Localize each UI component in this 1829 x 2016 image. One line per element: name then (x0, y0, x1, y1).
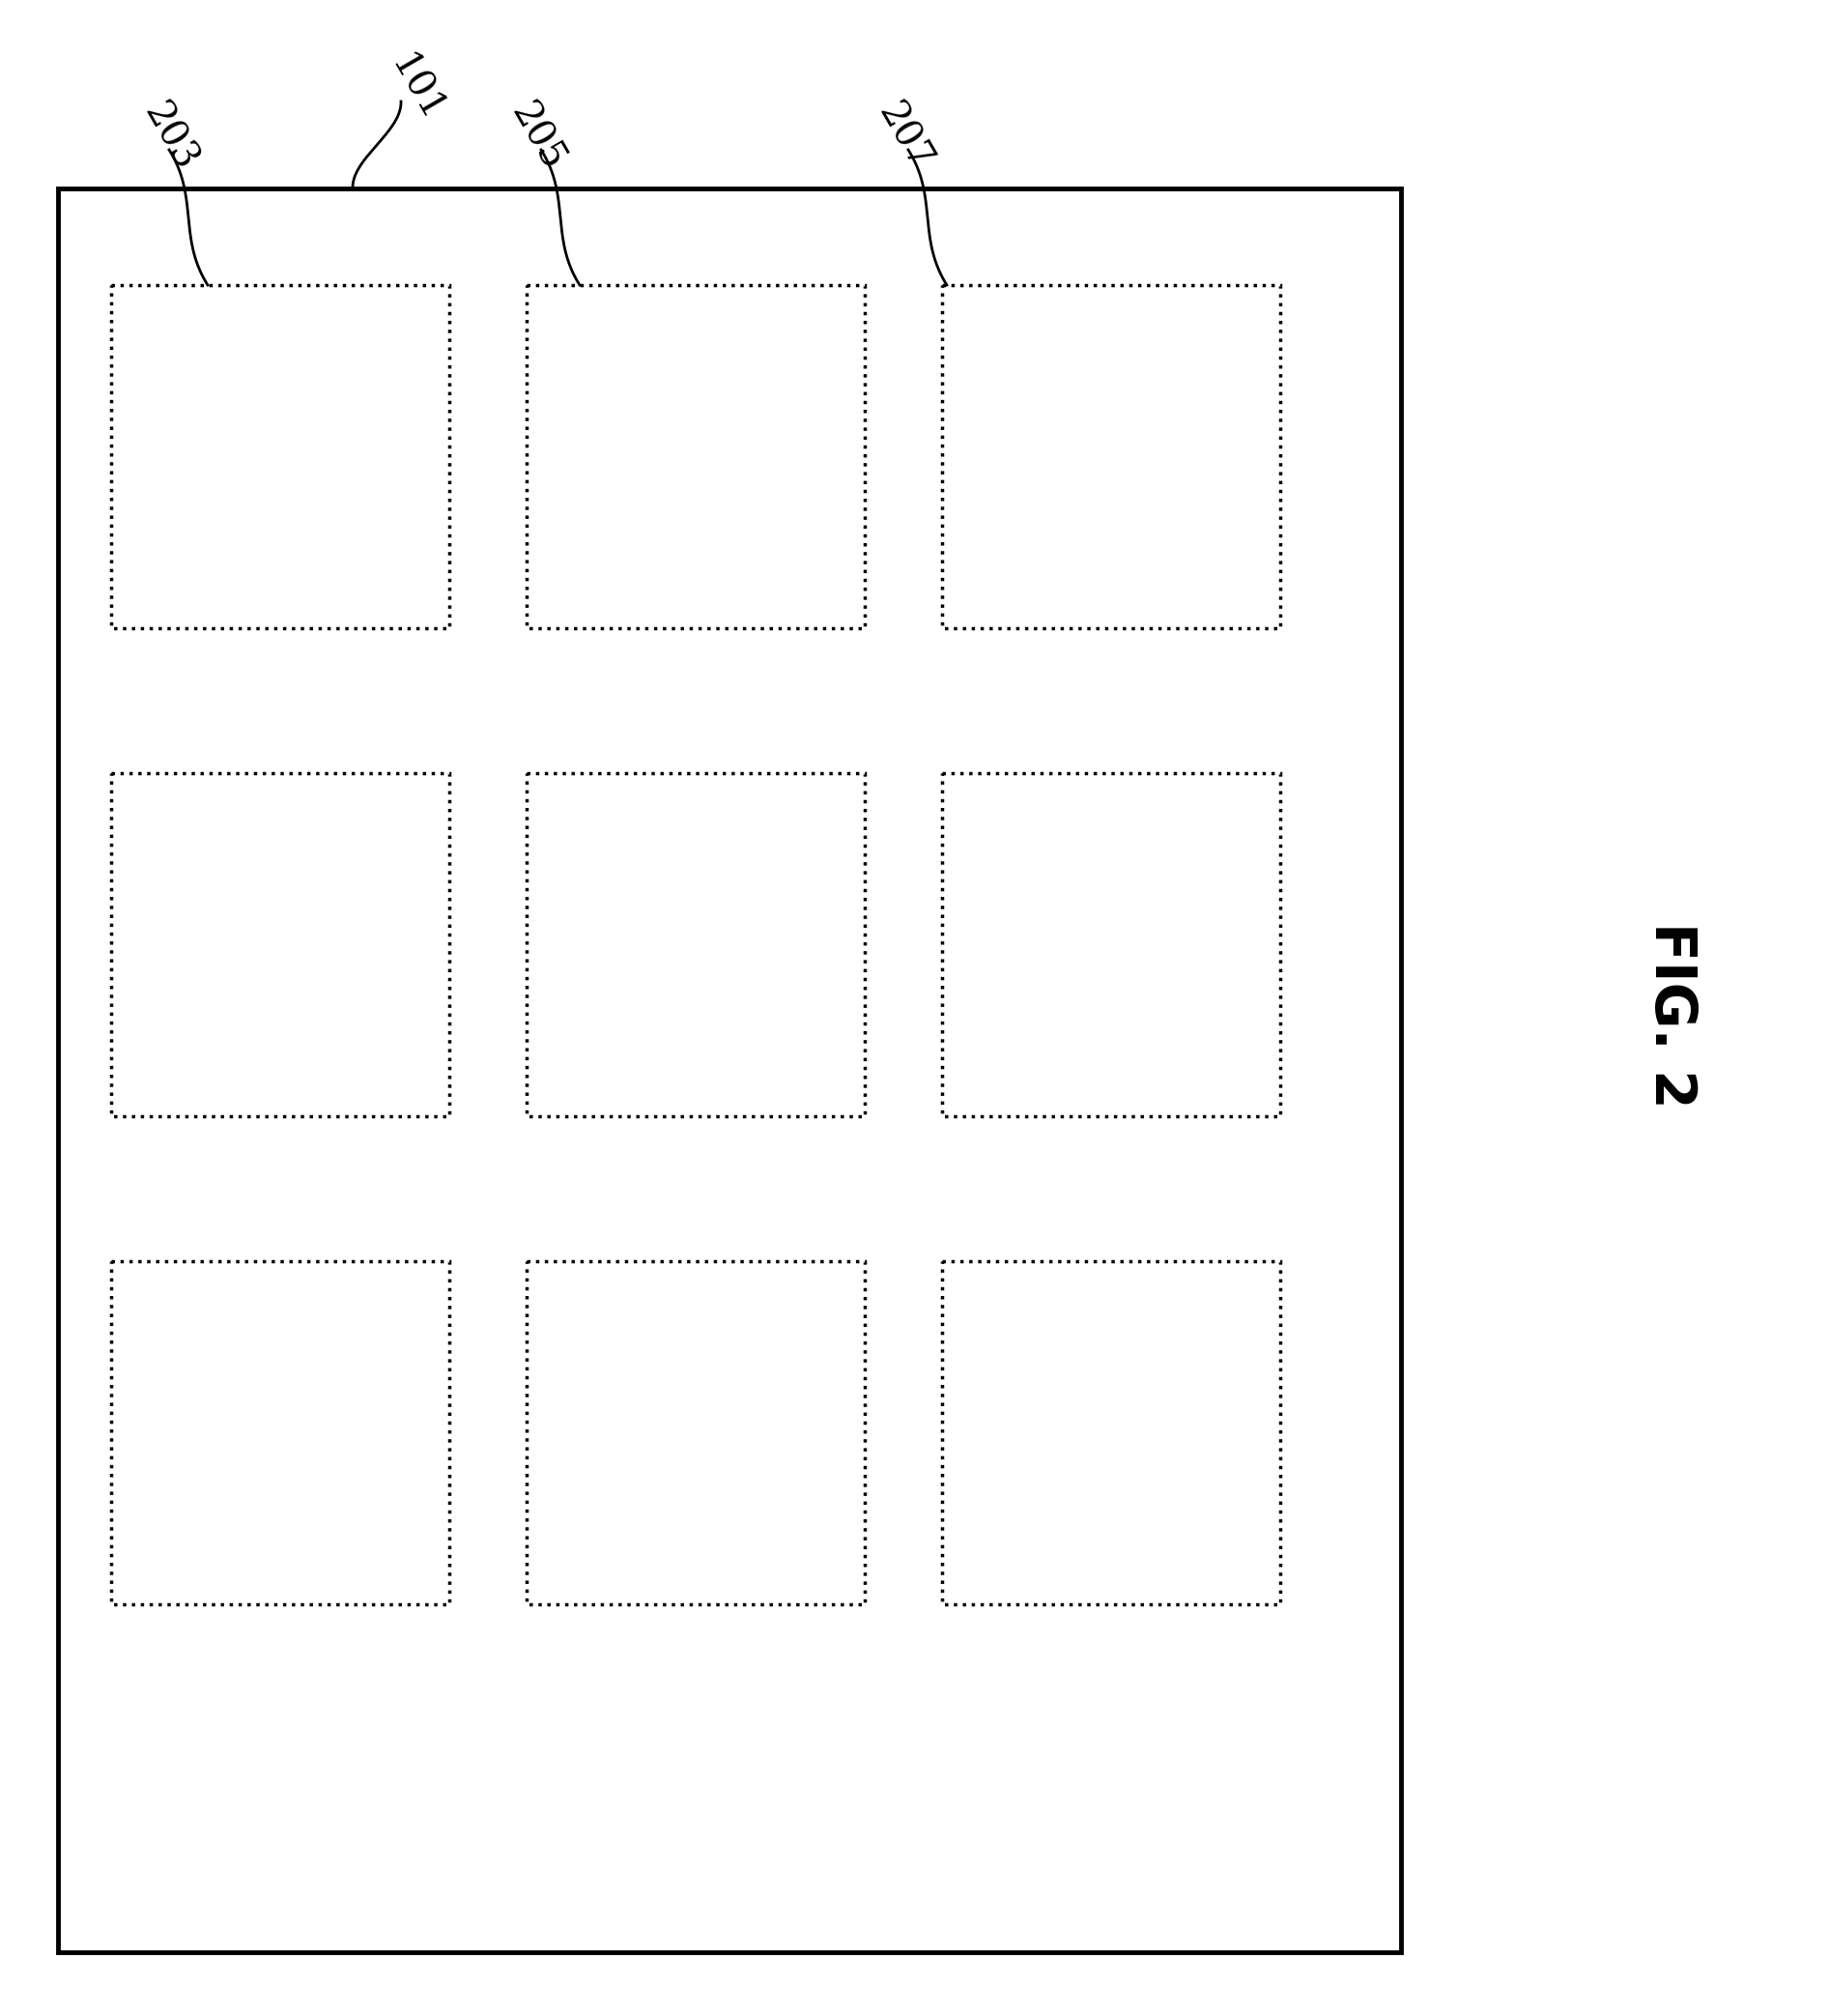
Bar (942, 1262, 1280, 1605)
Bar (527, 284, 865, 629)
Text: 205: 205 (503, 97, 569, 177)
Bar (527, 1262, 865, 1605)
Text: 101: 101 (382, 48, 448, 129)
Bar (59, 187, 1401, 1951)
Bar (942, 774, 1280, 1117)
Bar (527, 774, 865, 1117)
Bar (112, 774, 450, 1117)
Bar (112, 1262, 450, 1605)
Text: 203: 203 (135, 97, 203, 177)
Bar (942, 284, 1280, 629)
Text: FIG. 2: FIG. 2 (1644, 921, 1699, 1109)
Bar (112, 284, 450, 629)
Text: 207: 207 (871, 97, 936, 177)
